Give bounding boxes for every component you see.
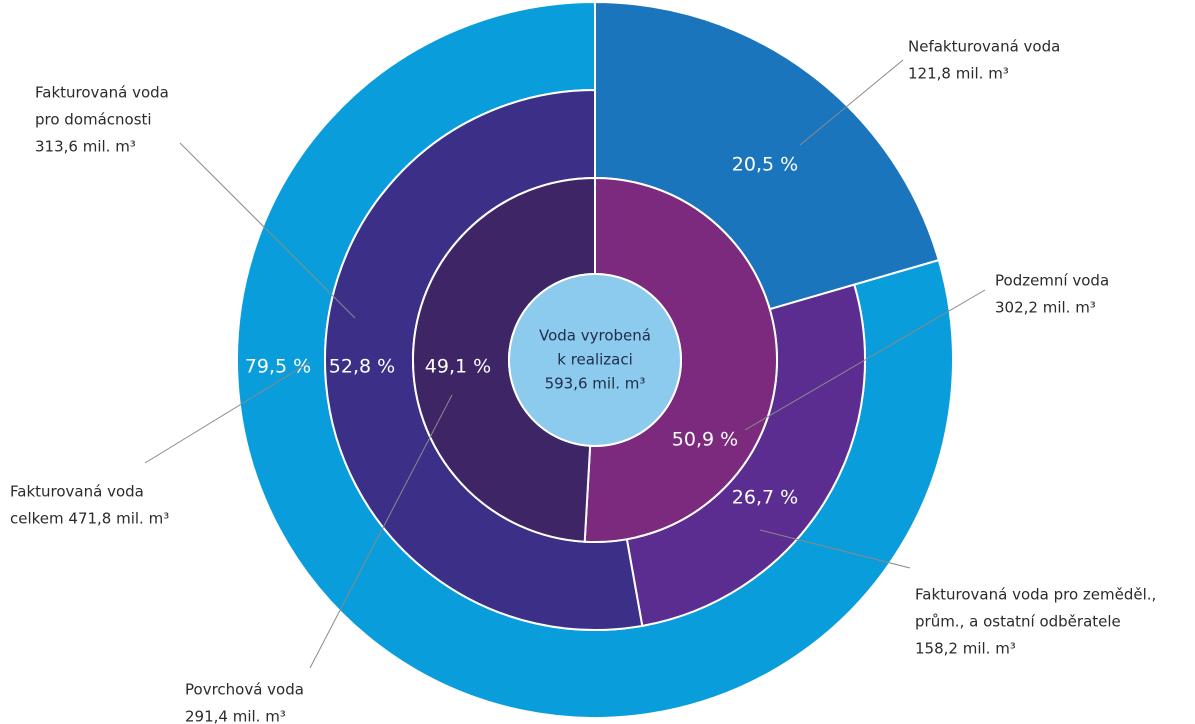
callout-label: celkem 471,8 mil. m³ (10, 510, 169, 528)
callout-label: pro domácnosti (35, 111, 152, 129)
callout-label: 158,2 mil. m³ (915, 640, 1016, 658)
callout-label: Povrchová voda (185, 681, 304, 699)
callout-label: 291,4 mil. m³ (185, 708, 286, 724)
value-label: 49,1 % (425, 356, 491, 378)
center-circle (508, 273, 682, 447)
leader-line (799, 59, 904, 146)
leader-line (309, 394, 453, 669)
leader-line (144, 361, 311, 464)
callout-label: Fakturovaná voda (35, 84, 169, 102)
value-label: 26,7 % (732, 487, 798, 509)
value-label: 20,5 % (732, 154, 798, 176)
value-label: 52,8 % (329, 356, 395, 378)
leader-line (759, 529, 911, 569)
leader-line (179, 142, 356, 319)
callout-label: Podzemní voda (995, 272, 1109, 290)
center-label: 593,6 mil. m³ (545, 375, 646, 393)
callout-label: Fakturovaná voda pro zeměděl., (915, 586, 1156, 604)
callout-label: Nefakturovaná voda (908, 38, 1060, 56)
center-label: Voda vyrobená (539, 327, 651, 345)
callout-label: 302,2 mil. m³ (995, 299, 1096, 317)
center-label: k realizaci (557, 351, 633, 369)
leader-line (744, 289, 986, 431)
callout-label: Fakturovaná voda (10, 483, 144, 501)
value-label: 79,5 % (245, 356, 311, 378)
callout-label: 121,8 mil. m³ (908, 65, 1009, 83)
value-label: 50,9 % (672, 429, 738, 451)
callout-label: 313,6 mil. m³ (35, 138, 136, 156)
callout-label: prům., a ostatní odběratele (915, 613, 1121, 631)
